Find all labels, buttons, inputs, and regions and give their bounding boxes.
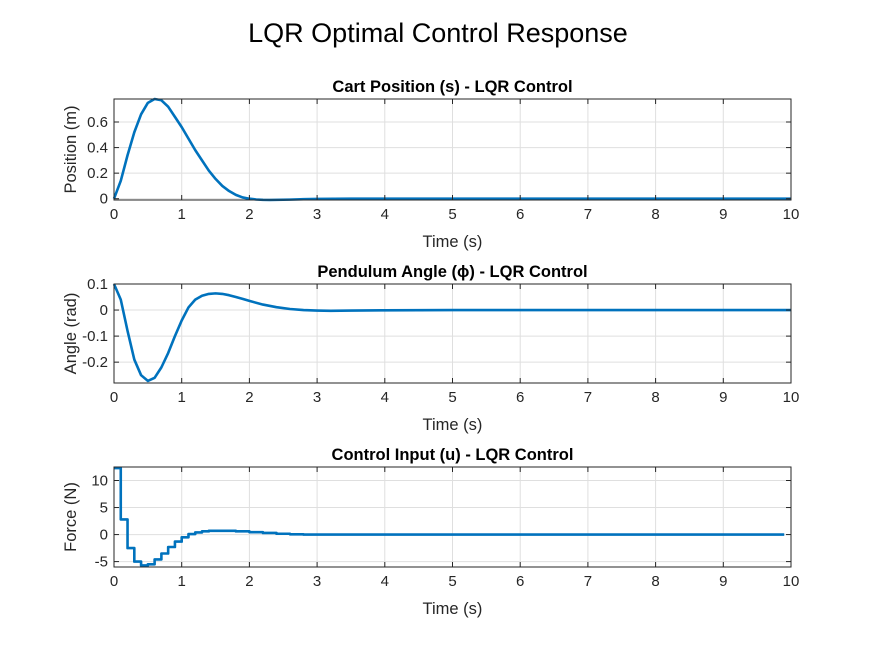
angle-x-tick-label: 1 (178, 389, 186, 406)
angle-plot-title: Pendulum Angle (ϕ) - LQR Control (317, 263, 587, 281)
force-x-tick-label: 1 (178, 573, 186, 590)
position-x-tick-label: 0 (110, 206, 118, 223)
angle-x-tick-label: 7 (584, 389, 592, 406)
force-y-tick-label: -5 (95, 554, 108, 571)
force-x-tick-label: 6 (516, 573, 524, 590)
position-y-axis-label: Position (m) (62, 105, 80, 193)
angle-x-tick-label: 8 (651, 389, 659, 406)
position-x-tick-label: 9 (719, 206, 727, 223)
force-x-tick-label: 7 (584, 573, 592, 590)
position-series-line (112, 97, 791, 202)
angle-x-tick-label: 6 (516, 389, 524, 406)
angle-x-axis-label: Time (s) (423, 416, 483, 434)
angle-y-tick-label: -0.1 (82, 328, 108, 345)
position-y-tick-label: 0.2 (87, 165, 108, 182)
force-x-tick-label: 4 (381, 573, 389, 590)
force-y-axis-label: Force (N) (62, 482, 80, 552)
position-x-tick-label: 1 (178, 206, 186, 223)
position-x-tick-label: 5 (448, 206, 456, 223)
force-x-tick-label: 10 (783, 573, 800, 590)
force-x-tick-label: 9 (719, 573, 727, 590)
force-x-tick-label: 8 (651, 573, 659, 590)
force-y-tick-label: 5 (100, 500, 108, 517)
position-x-tick-label: 6 (516, 206, 524, 223)
position-x-tick-label: 2 (245, 206, 253, 223)
position-y-tick-label: 0 (100, 191, 108, 208)
position-x-tick-label: 4 (381, 206, 389, 223)
position-x-axis-label: Time (s) (423, 233, 483, 251)
angle-y-axis-label: Angle (rad) (62, 293, 80, 375)
angle-x-tick-label: 10 (783, 389, 800, 406)
position-x-tick-label: 7 (584, 206, 592, 223)
position-x-tick-label: 10 (783, 206, 800, 223)
position-x-tick-label: 3 (313, 206, 321, 223)
figure-title: LQR Optimal Control Response (248, 18, 628, 48)
angle-y-tick-label: 0.1 (87, 276, 108, 293)
force-x-tick-label: 5 (448, 573, 456, 590)
force-y-tick-label: 10 (91, 473, 108, 490)
angle-x-tick-label: 0 (110, 389, 118, 406)
force-x-axis-label: Time (s) (423, 600, 483, 618)
angle-plot: 0 1 2 3 4 5 6 7 8 9 10 0.1 0 -0.1 -0.2 Pendulum Angle (… (62, 263, 799, 434)
position-y-tick-label: 0.6 (87, 114, 108, 131)
force-plot-title: Control Input (u) - LQR Control (332, 446, 574, 464)
force-x-tick-label: 3 (313, 573, 321, 590)
angle-x-tick-label: 4 (381, 389, 389, 406)
angle-x-tick-label: 2 (245, 389, 253, 406)
angle-y-tick-label: 0 (100, 302, 108, 319)
force-x-tick-label: 2 (245, 573, 253, 590)
force-series-line (114, 466, 785, 567)
force-x-tick-label: 0 (110, 573, 118, 590)
position-y-tick-label: 0.4 (87, 140, 108, 157)
force-y-tick-label: 0 (100, 527, 108, 544)
angle-x-tick-label: 5 (448, 389, 456, 406)
angle-series-line (112, 283, 791, 383)
angle-y-tick-label: -0.2 (82, 354, 108, 371)
angle-x-tick-label: 9 (719, 389, 727, 406)
position-plot-title: Cart Position (s) - LQR Control (332, 78, 572, 96)
position-x-tick-label: 8 (651, 206, 659, 223)
angle-x-tick-label: 3 (313, 389, 321, 406)
position-plot: 0 1 2 3 4 5 6 7 8 9 10 0 0.2 0.4 0.6 Cart Position (s) … (62, 78, 799, 251)
